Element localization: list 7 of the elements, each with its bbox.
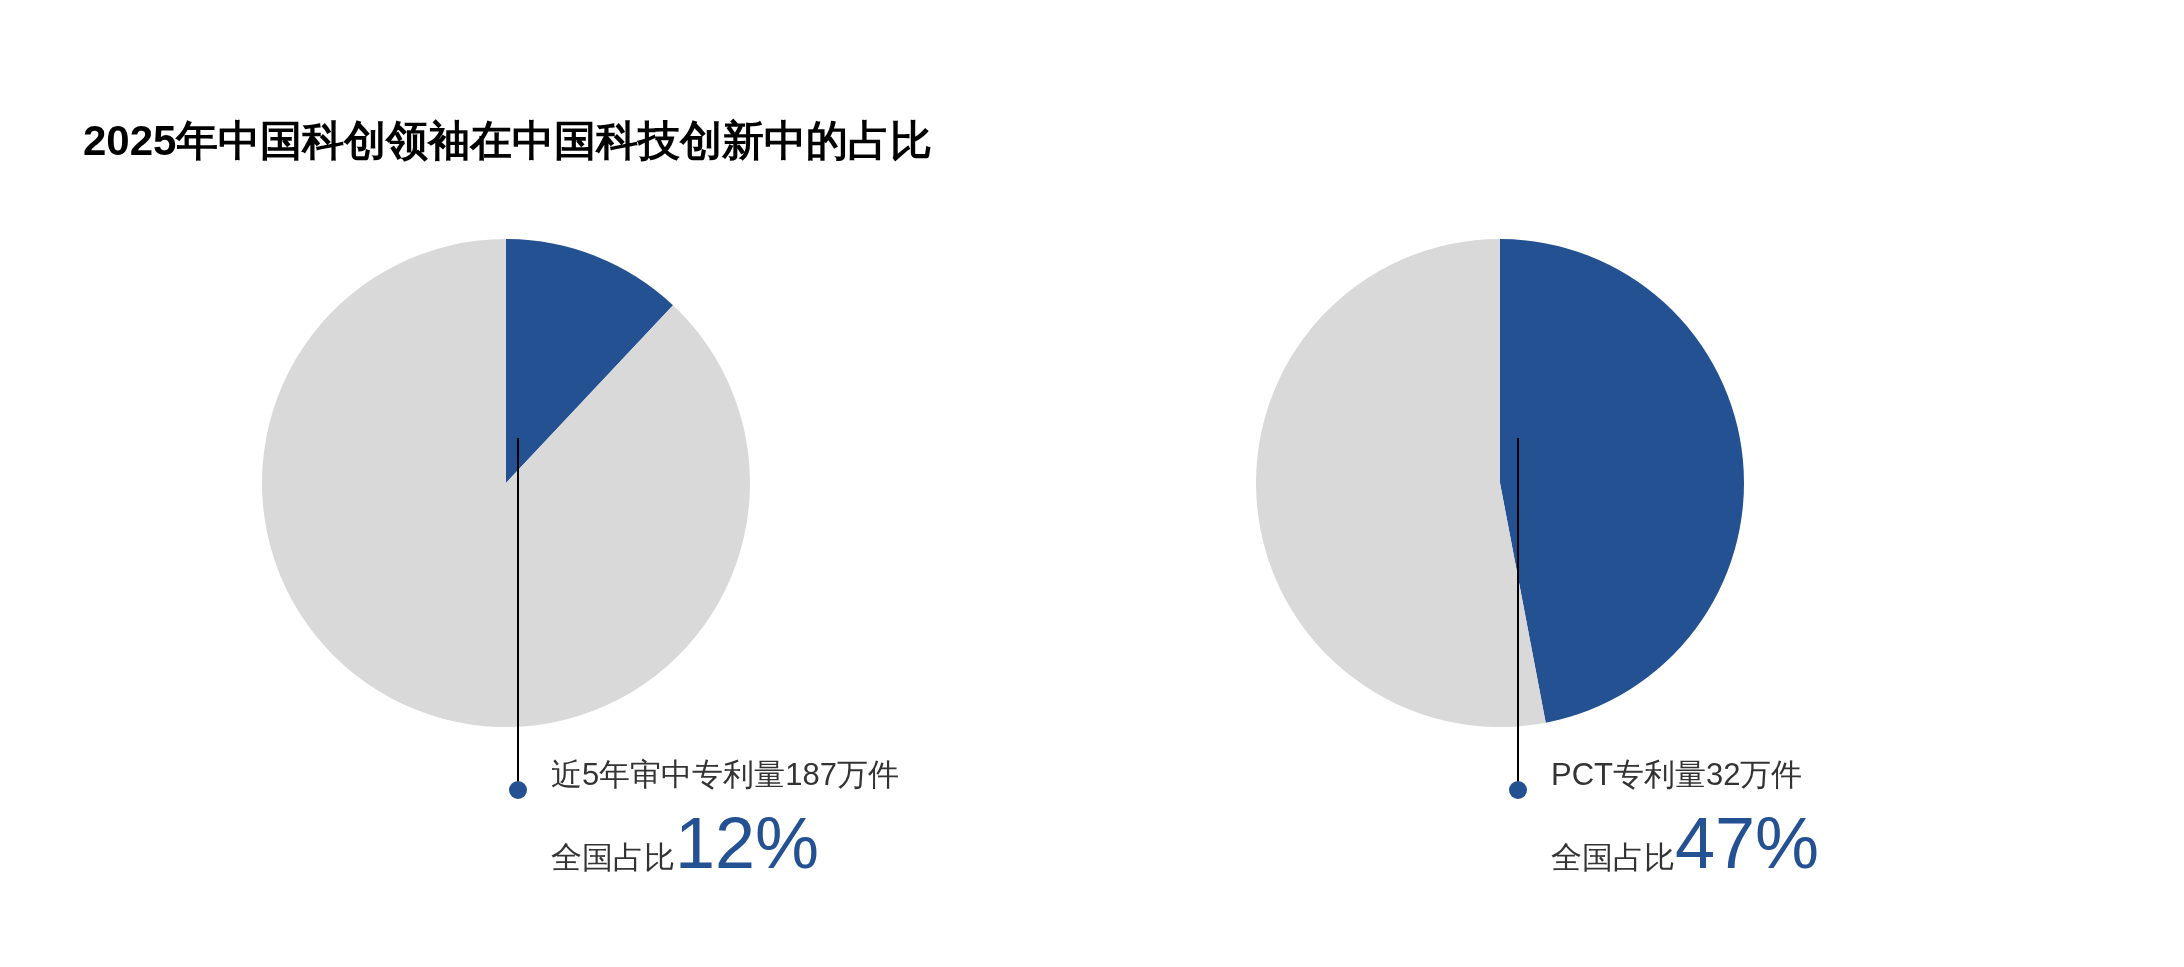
text: PCT专利量32万件 — [1551, 757, 1803, 792]
text: 全国占比 — [551, 840, 675, 875]
text: 近5年审中专利量187万件 — [551, 757, 899, 792]
text: 12% — [675, 803, 820, 883]
chart-title: 2025年中国科创领袖在中国科技创新中的占比 — [83, 117, 933, 164]
text: 全国占比 — [1551, 840, 1675, 875]
text: 47% — [1675, 803, 1820, 883]
